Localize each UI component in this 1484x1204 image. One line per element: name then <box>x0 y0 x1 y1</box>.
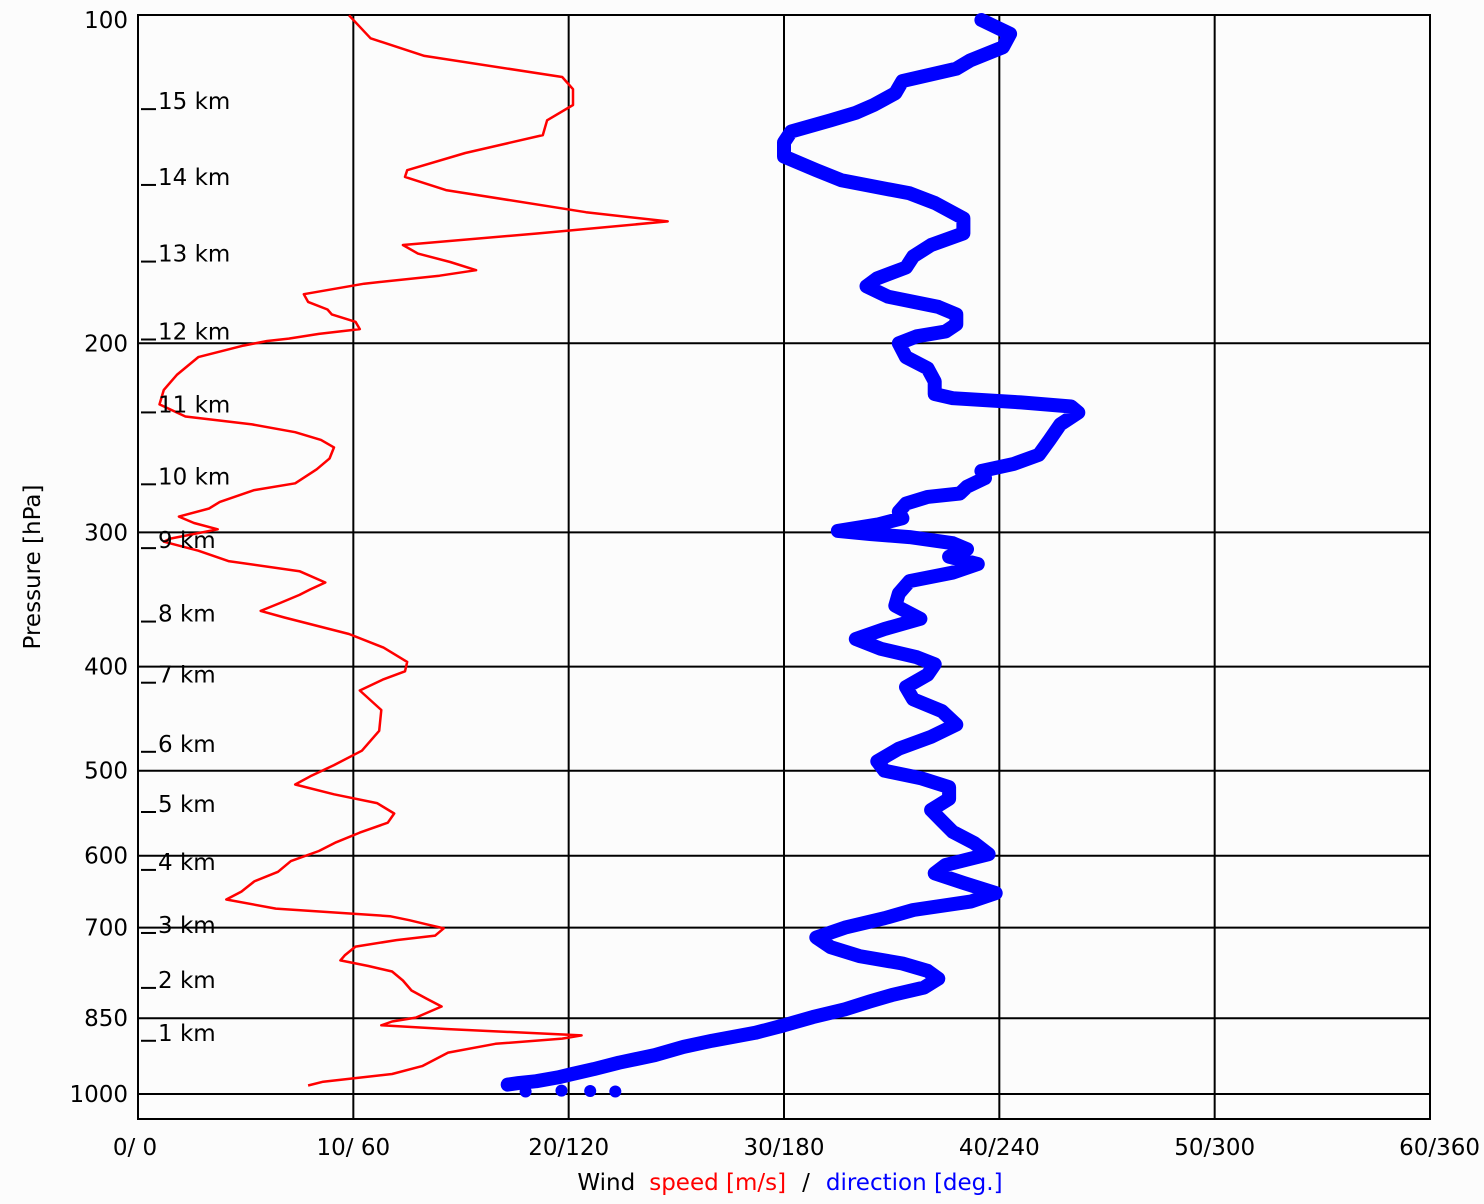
pressure-tick-label: 400 <box>84 655 128 681</box>
height-label: 10 km <box>158 464 230 490</box>
pressure-tick-label: 500 <box>84 759 128 785</box>
x-tick-label: 40/240 <box>959 1135 1040 1161</box>
direction-point <box>584 1085 597 1098</box>
height-label: 5 km <box>158 792 216 818</box>
x-axis-label-wind: Wind <box>577 1170 635 1196</box>
pressure-tick-label: 100 <box>84 8 128 34</box>
direction-series <box>500 13 1086 1098</box>
direction-line <box>500 13 1086 1092</box>
height-label: 11 km <box>158 392 230 418</box>
x-axis-label: Wind speed [m/s] / direction [deg.] <box>577 1170 1002 1196</box>
speed-line <box>158 14 669 1087</box>
direction-point <box>519 1085 532 1098</box>
height-markers: 1 km 2 km 3 km 4 km 5 km 6 km 7 km 8 km 9 km 10 k… <box>141 89 230 1047</box>
height-label: 7 km <box>158 663 216 689</box>
pressure-tick-label: 1000 <box>69 1082 128 1108</box>
x-axis-label-direction: direction [deg.] <box>826 1170 1003 1196</box>
height-label: 15 km <box>158 89 230 115</box>
height-label: 9 km <box>158 528 216 554</box>
x-tick-label: 30/180 <box>744 1135 825 1161</box>
grid-lines <box>138 15 1430 1119</box>
x-axis-label-separator: / <box>802 1170 810 1196</box>
x-tick-label: 50/300 <box>1174 1135 1255 1161</box>
height-label: 14 km <box>158 165 230 191</box>
direction-point <box>555 1084 568 1097</box>
pressure-tick-label: 600 <box>84 844 128 870</box>
height-label: 1 km <box>158 1021 216 1047</box>
pressure-tick-label: 700 <box>84 916 128 942</box>
direction-point <box>609 1085 622 1098</box>
x-tick-labels: 0/ 0 10/ 60 20/120 30/180 40/240 50/300 60/360 <box>113 1135 1480 1161</box>
y-axis-label: Pressure [hPa] <box>20 485 46 650</box>
height-label: 13 km <box>158 242 230 268</box>
height-label: 4 km <box>158 850 216 876</box>
height-label: 12 km <box>158 319 230 345</box>
x-tick-label: 20/120 <box>528 1135 609 1161</box>
x-tick-label: 60/360 <box>1399 1135 1480 1161</box>
height-label: 6 km <box>158 732 216 758</box>
height-label: 2 km <box>158 968 216 994</box>
height-label: 8 km <box>158 602 216 628</box>
x-tick-label: 10/ 60 <box>317 1135 391 1161</box>
height-label: 3 km <box>158 913 216 939</box>
pressure-tick-label: 300 <box>84 520 128 546</box>
pressure-tick-labels: 100 200 300 400 500 600 700 850 1000 <box>69 8 128 1108</box>
pressure-tick-label: 200 <box>84 331 128 357</box>
plot-frame <box>137 14 1431 1120</box>
x-tick-label: 0/ 0 <box>113 1135 157 1161</box>
x-axis-label-speed: speed [m/s] <box>649 1170 786 1196</box>
pressure-tick-label: 850 <box>84 1006 128 1032</box>
speed-series <box>158 14 669 1087</box>
